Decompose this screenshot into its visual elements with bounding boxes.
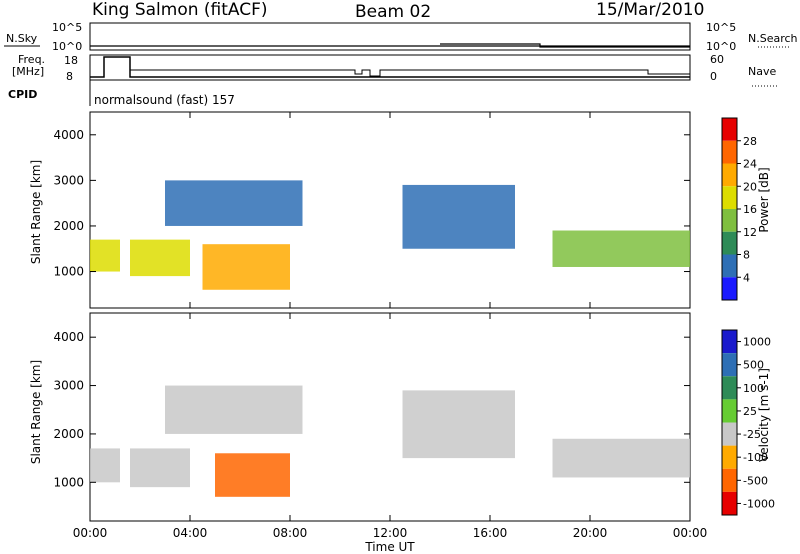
colorbar-tick-label: 8 [743, 249, 750, 262]
freq-label: Freq. [18, 53, 45, 66]
x-tick-label: 12:00 [373, 526, 408, 540]
nave-tick-top: 60 [710, 53, 724, 66]
colorbar-tick-label: -25 [743, 428, 761, 441]
y-tick-label: 2000 [53, 427, 84, 441]
colorbar-tick-label: 16 [743, 203, 757, 216]
power-ylabel: Slant Range [km] [29, 160, 43, 264]
beam-title: Beam 02 [355, 2, 431, 22]
colorbar-tick-label: -500 [743, 474, 768, 487]
x-tick-label: 04:00 [173, 526, 208, 540]
echo-region-3 [165, 385, 303, 434]
nsearch-label: N.Search [748, 32, 798, 45]
velocity-colorbar: 1000 500 100 25 -25 -100 -500 -1000 [721, 329, 775, 516]
velocity-colorbar-label: Velocity [m s-1] [757, 368, 771, 462]
colorbar-tick-label: -100 [743, 451, 768, 464]
colorbar-frame [721, 329, 738, 516]
freq-tick-top: 18 [64, 54, 78, 67]
power-colorbar-label: Power [dB] [757, 167, 771, 232]
nsky-panel: N.Sky 10^5 10^0 10^5 10^0 N.Search [4, 21, 798, 53]
colorbar-segment [722, 254, 737, 278]
nave-trace [130, 69, 690, 77]
x-tick-label: 00:00 [673, 526, 708, 540]
echo-region-2 [215, 453, 290, 497]
colorbar-tick-label: 24 [743, 158, 757, 171]
power-data [90, 180, 690, 290]
power-panel: 1000 2000 3000 4000 Slant Range [km] 28 24 20… [29, 111, 771, 309]
colorbar-segment [722, 209, 737, 232]
colorbar-segment [722, 231, 737, 255]
echo-region-0 [90, 448, 120, 483]
nsky-trace [90, 43, 690, 48]
colorbar-segment [722, 422, 737, 446]
colorbar-tick-label: 500 [743, 359, 764, 372]
freq-panel: Freq. [MHz] 18 8 60 0 Nave [12, 53, 778, 106]
echo-region-5 [552, 230, 690, 267]
velocity-data [90, 385, 690, 497]
echo-region-4 [402, 390, 515, 459]
cpid-label: CPID [8, 88, 37, 101]
nsky-label: N.Sky [6, 32, 38, 45]
echo-region-1 [130, 239, 190, 277]
y-tick-label: 4000 [53, 128, 84, 142]
colorbar-segment [722, 118, 737, 141]
y-tick-label: 1000 [53, 475, 84, 489]
velocity-panel: 1000 2000 3000 4000 Slant Range [km] 1000 50… [29, 312, 775, 522]
colorbar-segment [722, 445, 737, 469]
y-tick-label: 2000 [53, 219, 84, 233]
colorbar-tick-label: 1000 [743, 336, 771, 349]
nave-tick-bottom: 0 [710, 70, 717, 83]
y-tick-label: 3000 [53, 379, 84, 393]
freq-unit: [MHz] [12, 65, 44, 78]
colorbar-tick-label: 100 [743, 382, 764, 395]
echo-region-1 [130, 448, 190, 488]
colorbar-tick-label: -1000 [743, 497, 775, 510]
colorbar-segment [722, 468, 737, 492]
colorbar-tick-label: 28 [743, 135, 757, 148]
cpid-value: normalsound (fast) 157 [94, 93, 235, 107]
nsky-line [90, 43, 690, 48]
colorbar-segment [722, 353, 737, 377]
x-tick-label: 00:00 [73, 526, 108, 540]
power-y-axis: 1000 2000 3000 4000 [53, 128, 690, 279]
power-colorbar: 28 24 20 16 12 8 4 [721, 117, 757, 301]
colorbar-segment [722, 277, 737, 300]
time-x-axis: 00:00 04:00 08:00 12:00 16:00 20:00 00:00 [73, 112, 708, 540]
echo-region-0 [90, 239, 120, 272]
nave-label: Nave [748, 65, 776, 78]
colorbar-tick-label: 12 [743, 226, 757, 239]
y-tick-label: 1000 [53, 265, 84, 279]
y-tick-label: 4000 [53, 330, 84, 344]
echo-region-3 [165, 180, 303, 226]
velocity-y-axis: 1000 2000 3000 4000 [53, 330, 690, 489]
nsky-tick-bottom: 10^0 [52, 40, 82, 53]
colorbar-segment [722, 330, 737, 354]
nsearch-tick-bottom: 10^0 [706, 40, 736, 53]
colorbar-segment [722, 163, 737, 187]
velocity-ylabel: Slant Range [km] [29, 360, 43, 464]
x-tick-label: 20:00 [573, 526, 608, 540]
freq-trace [90, 56, 690, 78]
echo-region-5 [552, 438, 690, 478]
y-tick-label: 3000 [53, 173, 84, 187]
nsky-tick-top: 10^5 [52, 21, 82, 34]
freq-tick-bottom: 8 [66, 70, 73, 83]
colorbar-segment [722, 491, 737, 515]
x-tick-label: 08:00 [273, 526, 308, 540]
colorbar-segment [722, 399, 737, 423]
colorbar-segment [722, 140, 737, 164]
time-xlabel: Time UT [364, 540, 415, 554]
station-title: King Salmon (fitACF) [92, 0, 268, 20]
echo-region-2 [202, 244, 290, 290]
colorbar-segment [722, 186, 737, 209]
x-tick-label: 16:00 [473, 526, 508, 540]
echo-region-4 [402, 184, 515, 249]
colorbar-segment [722, 376, 737, 400]
colorbar-tick-label: 25 [743, 405, 757, 418]
colorbar-tick-label: 20 [743, 180, 757, 193]
date-title: 15/Mar/2010 [596, 0, 704, 20]
colorbar-tick-label: 4 [743, 271, 750, 284]
nsearch-tick-top: 10^5 [706, 21, 736, 34]
